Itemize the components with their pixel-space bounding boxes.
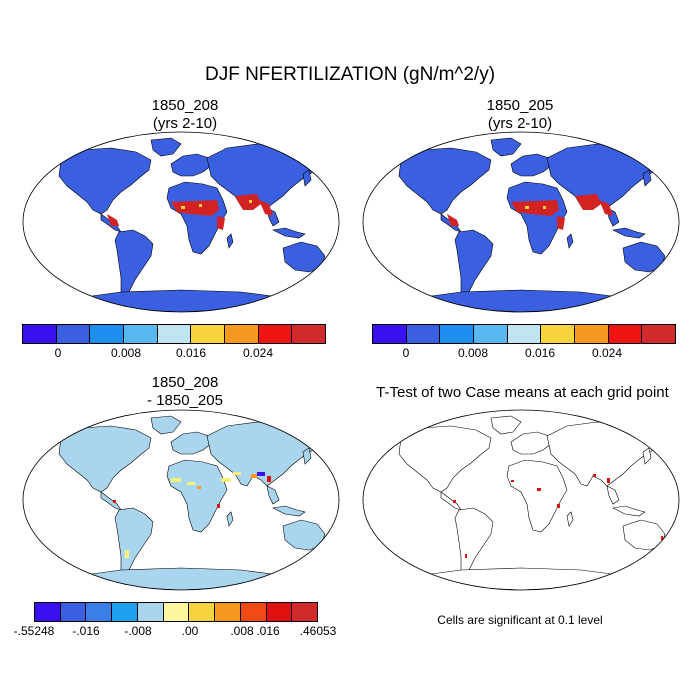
panel3-subtitle: - 1850_205 <box>147 392 223 409</box>
cbar2-swatch-1 <box>406 325 441 343</box>
cbar2-swatch-3 <box>474 325 508 343</box>
panel1-title-block: 1850_208 (yrs 2-10) <box>20 97 350 133</box>
cbar3-tick-4: .008 <box>230 624 254 638</box>
panel1-title: 1850_208 <box>151 97 219 114</box>
cbar1-swatch-6 <box>225 325 259 343</box>
figure-title: DJF NFERTILIZATION (gN/m^2/y) <box>204 64 496 85</box>
cbar2-swatch-2 <box>440 325 475 343</box>
cbar3-swatch-8 <box>240 603 267 621</box>
cbar3-tick-0: -.55248 <box>13 624 55 638</box>
cbar3-swatch-6 <box>189 603 216 621</box>
cbar1-tick-3: 0.024 <box>242 346 274 360</box>
cbar1-swatch-1 <box>56 325 91 343</box>
cbar3-swatch-1 <box>60 603 87 621</box>
cbar2-swatch-4 <box>507 325 542 343</box>
cbar3-tick-5: .016 <box>256 624 280 638</box>
map-panel-4 <box>362 409 680 591</box>
cbar3-swatch-5 <box>163 603 190 621</box>
cbar3-swatch-4 <box>137 603 164 621</box>
map-panel-2 <box>362 131 680 313</box>
cbar3-swatch-3 <box>112 603 138 621</box>
cbar2-swatch-8 <box>642 325 676 343</box>
cbar3-tick-1: -.016 <box>72 624 100 638</box>
map-panel-1 <box>22 131 340 313</box>
panel3-title-block: 1850_208 - 1850_205 <box>20 374 350 410</box>
cbar1-tick-2: 0.016 <box>175 346 207 360</box>
cbar3-tick-2: -.008 <box>124 624 152 638</box>
colorbar-diff <box>34 602 318 622</box>
cbar2-tick-2: 0.016 <box>524 346 556 360</box>
cbar2-tick-0: 0 <box>402 346 410 360</box>
cbar3-swatch-0 <box>35 603 61 621</box>
map-panel-3 <box>22 409 340 591</box>
cbar2-swatch-7 <box>608 325 643 343</box>
colorbar-top-left <box>22 324 326 344</box>
cbar3-swatch-2 <box>86 603 113 621</box>
cbar1-swatch-4 <box>157 325 192 343</box>
panel4-title: T-Test of two Case means at each grid po… <box>376 384 669 401</box>
cbar2-swatch-6 <box>575 325 609 343</box>
cbar1-swatch-5 <box>191 325 226 343</box>
panel2-title-block: 1850_205 (yrs 2-10) <box>355 97 685 133</box>
cbar1-swatch-8 <box>292 325 326 343</box>
panel1-subtitle: (yrs 2-10) <box>152 115 218 132</box>
cbar2-tick-1: 0.008 <box>457 346 489 360</box>
significance-note: Cells are significant at 0.1 level <box>437 613 603 627</box>
cbar1-swatch-2 <box>90 325 125 343</box>
cbar2-swatch-0 <box>373 325 407 343</box>
cbar3-swatch-10 <box>292 603 318 621</box>
cbar3-swatch-9 <box>266 603 293 621</box>
panel3-title: 1850_208 <box>151 374 219 391</box>
cbar1-tick-0: 0 <box>54 346 62 360</box>
colorbar-diff-labels: -.55248 -.016 -.008 .00 .008 .016 .46053 <box>0 624 350 640</box>
panel2-subtitle: (yrs 2-10) <box>487 115 553 132</box>
cbar1-swatch-3 <box>124 325 158 343</box>
cbar1-tick-1: 0.008 <box>110 346 142 360</box>
colorbar-top-right-labels: 0 0.008 0.016 0.024 <box>372 346 676 362</box>
cbar1-swatch-7 <box>258 325 293 343</box>
cbar3-tick-6: .46053 <box>299 624 337 638</box>
cbar3-swatch-7 <box>215 603 241 621</box>
panel2-title: 1850_205 <box>486 97 554 114</box>
colorbar-top-right <box>372 324 676 344</box>
cbar1-swatch-0 <box>23 325 57 343</box>
cbar2-tick-3: 0.024 <box>591 346 623 360</box>
colorbar-top-left-labels: 0 0.008 0.016 0.024 <box>22 346 326 362</box>
cbar2-swatch-5 <box>541 325 576 343</box>
cbar3-tick-3: .00 <box>181 624 199 638</box>
